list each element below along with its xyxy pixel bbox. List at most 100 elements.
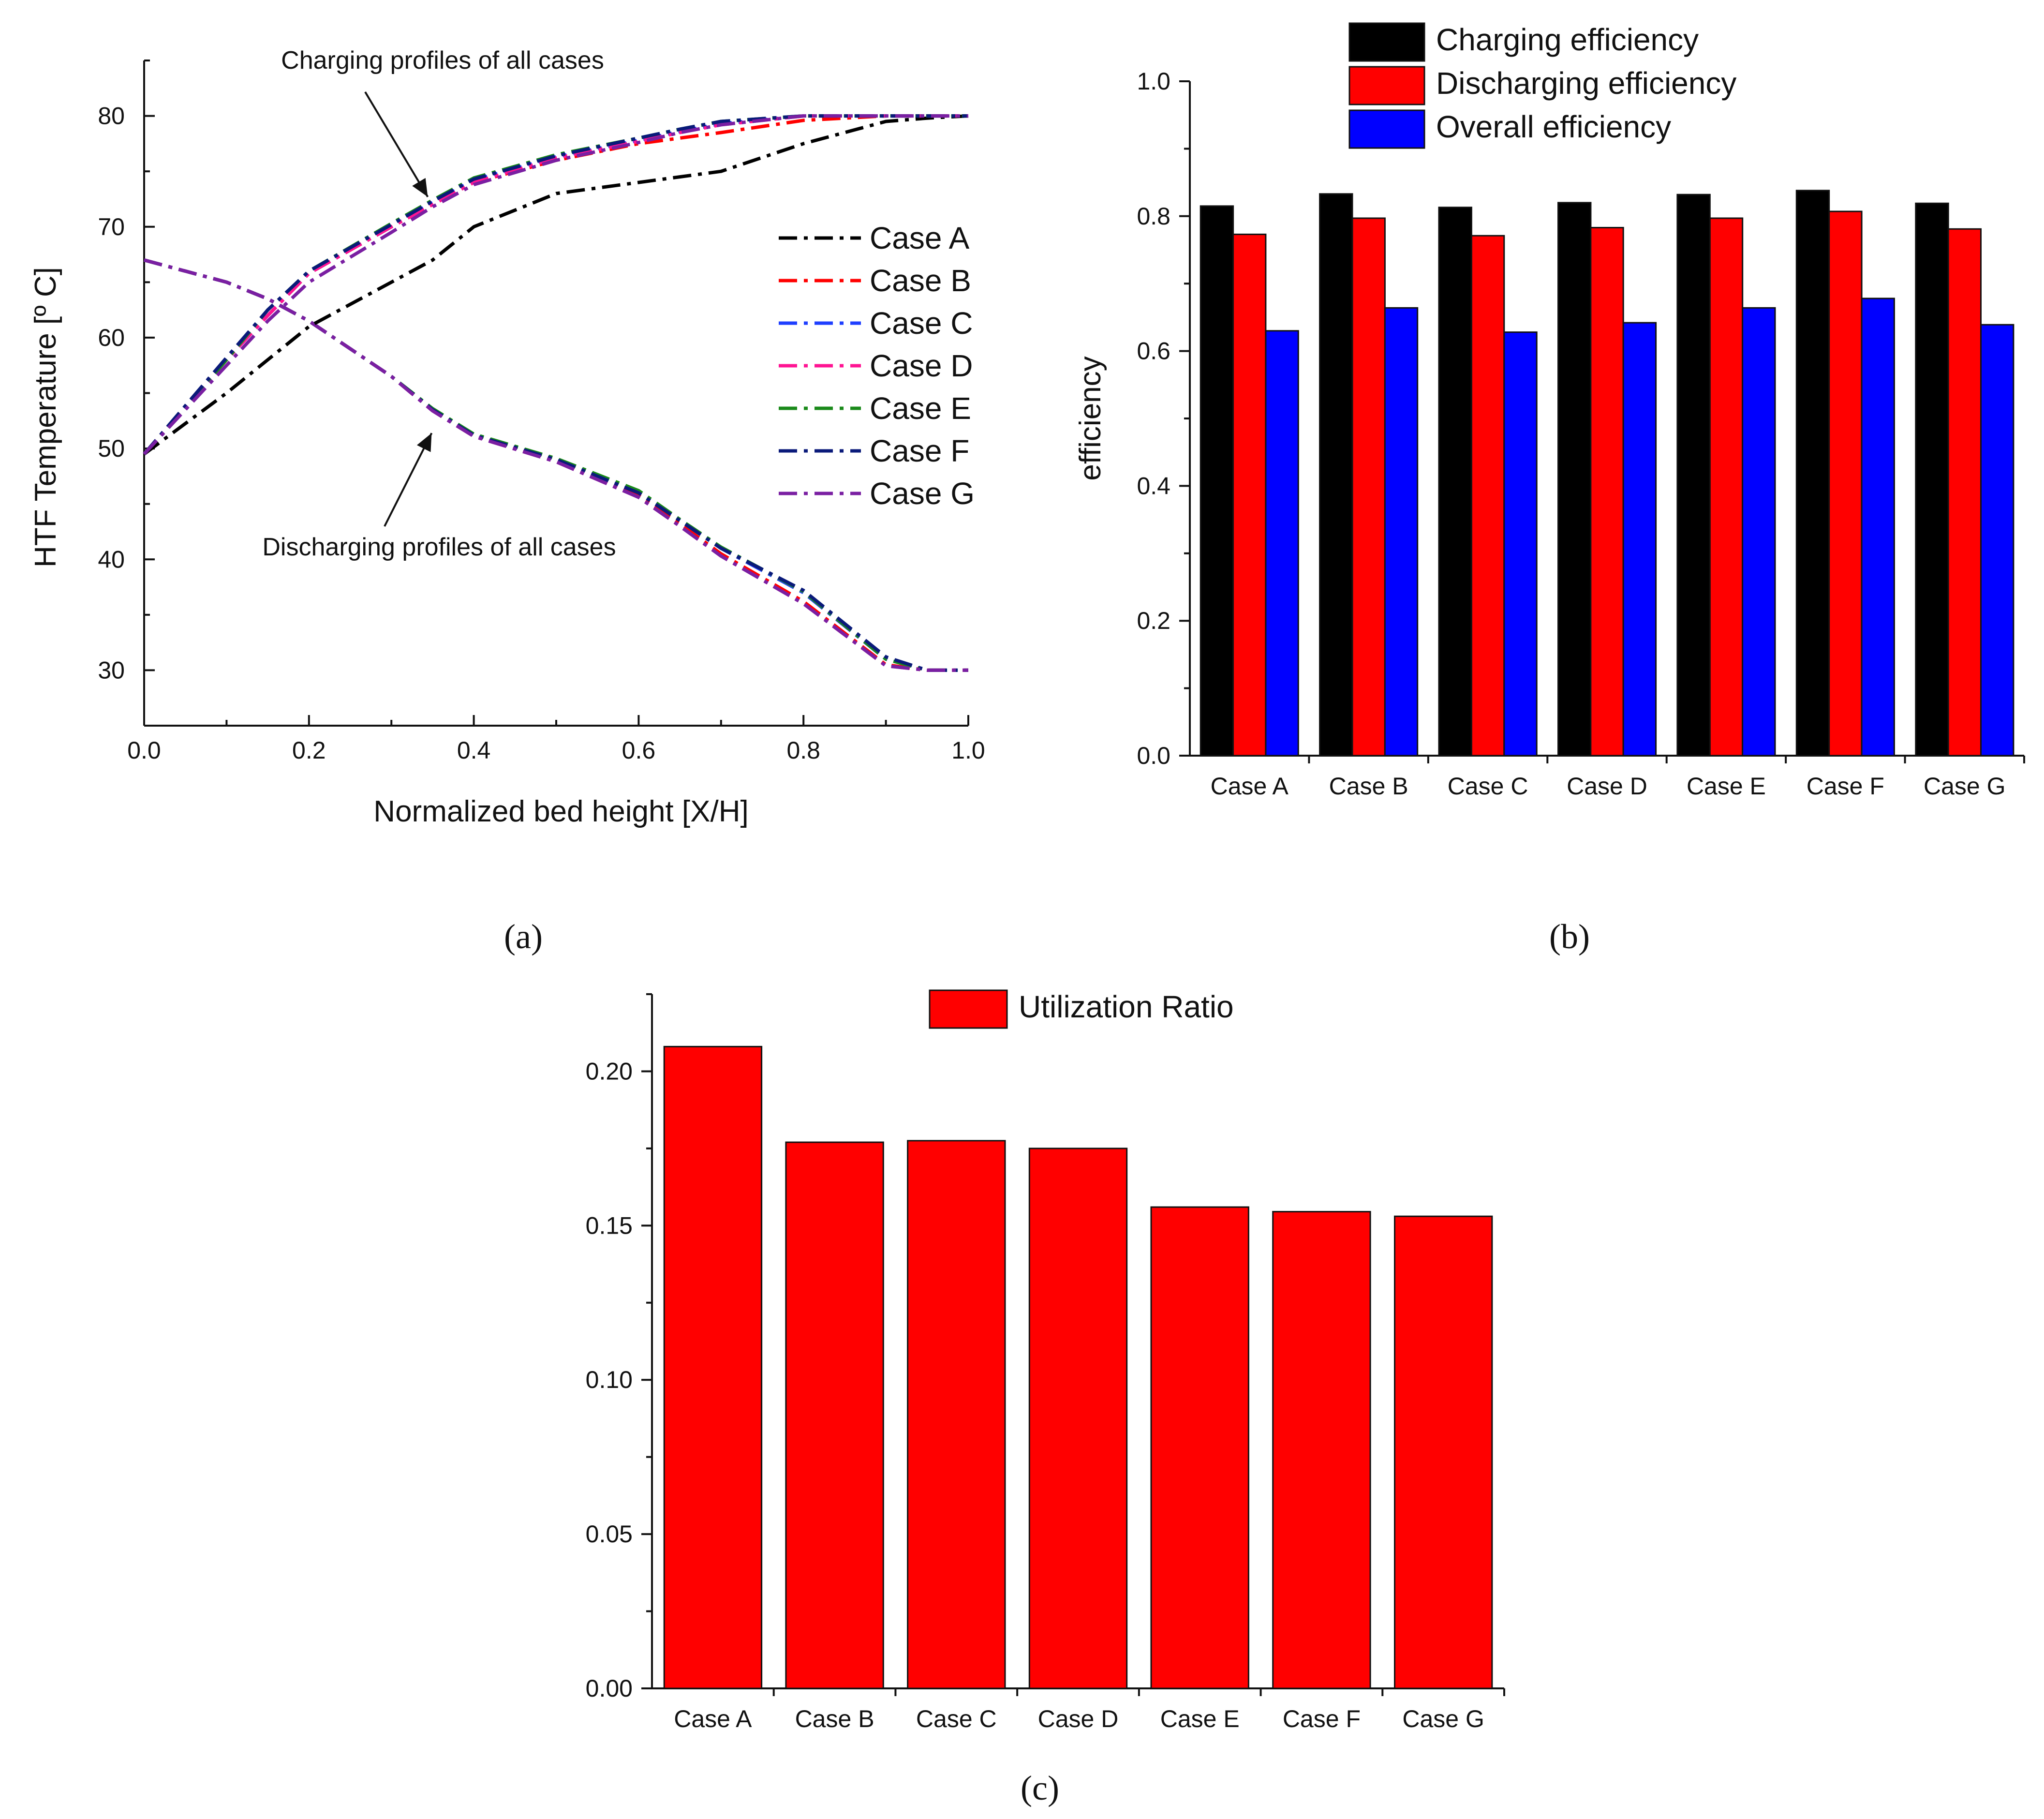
y-tick-label: 0.8 [1137,203,1170,230]
chart-a: 0.0 0.2 0.4 0.6 0.8 1.0 30 40 50 60 70 80 Normalized… [29,46,985,956]
x-tick-label: Case E [1687,773,1766,800]
legend-a: Case A Case B Case C Case D Case E Case F Case… [779,221,975,511]
x-tick-label: Case A [674,1705,752,1732]
x-tick-label: 0.6 [622,737,656,764]
charging-line-case-f [143,114,968,455]
charging-line-case-g [143,114,968,455]
y-axis-title: efficiency [1074,356,1107,480]
legend-label: Charging efficiency [1436,22,1699,57]
bar-overall-efficiency [1503,331,1538,757]
charging-line-case-d [143,114,968,455]
x-tick-label: Case E [1160,1705,1240,1732]
x-tick-label: Case C [1448,773,1528,800]
y-tick-label: 0.15 [586,1212,633,1239]
y-tick-label: 30 [98,656,125,684]
legend-label: Case D [870,348,973,383]
bar-discharging-efficiency [1709,217,1744,757]
legend-label: Case B [870,263,971,298]
y-tick-label: 40 [98,546,125,573]
legend-label: Utilization Ratio [1019,989,1234,1024]
bar-overall-efficiency [1384,307,1419,757]
panel-label-a: (a) [504,917,543,956]
bar-overall-efficiency [1742,307,1776,757]
x-tick-label: 0.2 [292,737,326,764]
y-tick-label: 0.2 [1137,607,1170,634]
y-tick-label: 70 [98,213,125,240]
bar-utilization-ratio [663,1045,763,1689]
y-tick-label: 0.0 [1137,742,1170,769]
annotation-charging: Charging profiles of all cases [281,46,604,75]
x-axis-title: Normalized bed height [X/H] [373,795,748,828]
x-tick-label: Case G [1402,1705,1484,1732]
legend-label: Case E [870,391,971,426]
bar-discharging-efficiency [1232,233,1267,757]
annotation-discharging: Discharging profiles of all cases [262,533,616,561]
legend-label: Case G [870,476,975,511]
x-tick-label: 1.0 [951,737,985,764]
bar-charging-efficiency [1676,194,1711,757]
y-tick-label: 0.20 [586,1058,633,1085]
x-tick-label: 0.0 [127,737,161,764]
bar-discharging-efficiency [1470,235,1505,757]
x-tick-label: Case B [795,1705,874,1732]
x-tick-label: Case F [1283,1705,1361,1732]
y-tick-label: 80 [98,103,125,130]
x-tick-label: Case D [1038,1705,1119,1732]
bar-charging-efficiency [1557,202,1592,757]
x-tick-label: Case F [1807,773,1884,800]
bar-overall-efficiency [1622,322,1657,757]
legend-label: Overall efficiency [1436,109,1671,144]
x-tick-label: 0.8 [786,737,820,764]
legend-swatch [1348,66,1425,105]
y-tick-label: 60 [98,324,125,351]
bar-charging-efficiency [1438,207,1472,757]
bar-discharging-efficiency [1590,227,1624,757]
y-tick-label: 1.0 [1137,68,1170,95]
charging-line-case-b [143,114,968,455]
bar-utilization-ratio [907,1140,1006,1689]
panel-label-b: (b) [1549,917,1590,956]
bar-discharging-efficiency [1828,210,1863,757]
bar-charging-efficiency [1200,205,1234,757]
charging-line-case-e [143,114,968,455]
y-tick-label: 0.10 [586,1366,633,1393]
panel-label-c: (c) [1021,1769,1059,1807]
chart-c: 0.00 0.05 0.10 0.15 0.20 Case A Case B Case C Ca… [586,989,1505,1807]
x-tick-label: Case D [1567,773,1647,800]
charging-line-case-a [143,114,969,456]
bar-utilization-ratio [785,1141,884,1689]
bar-overall-efficiency [1265,330,1299,757]
x-tick-label: Case G [1924,773,2006,800]
bar-charging-efficiency [1915,202,1949,757]
x-tick-label: Case C [916,1705,997,1732]
legend-swatch [929,989,1008,1029]
legend-label: Case F [870,433,969,468]
x-tick-label: Case B [1329,773,1408,800]
bar-overall-efficiency [1861,298,1895,757]
bar-utilization-ratio [1150,1206,1249,1689]
y-tick-label: 0.6 [1137,338,1170,365]
y-tick-label: 0.4 [1137,472,1170,499]
x-tick-label: Case A [1211,773,1289,800]
bar-overall-efficiency [1980,324,2014,757]
chart-b: 0.0 0.2 0.4 0.6 0.8 1.0 Case A Case B Case C Case… [1074,22,2025,956]
y-tick-label: 50 [98,435,125,462]
bar-utilization-ratio [1272,1211,1371,1689]
legend-label: Case C [870,306,973,341]
y-tick-label: 0.05 [586,1521,633,1548]
legend-b: Charging efficiency Discharging efficienc… [1348,22,1736,149]
bar-charging-efficiency [1319,193,1353,757]
y-axis-title: HTF Temperature [º C] [29,267,62,567]
annotation-discharging-arrow [384,432,433,527]
legend-swatch [1348,109,1425,149]
annotation-charging-arrow [364,91,429,197]
bar-utilization-ratio [1394,1215,1493,1689]
legend-label: Case A [870,221,970,255]
bar-utilization-ratio [1028,1148,1128,1689]
bar-charging-efficiency [1795,190,1830,757]
legend-c: Utilization Ratio [929,989,1234,1029]
y-tick-label: 0.00 [586,1675,633,1702]
discharging-line-case-g [144,258,968,672]
bar-discharging-efficiency [1947,228,1982,757]
